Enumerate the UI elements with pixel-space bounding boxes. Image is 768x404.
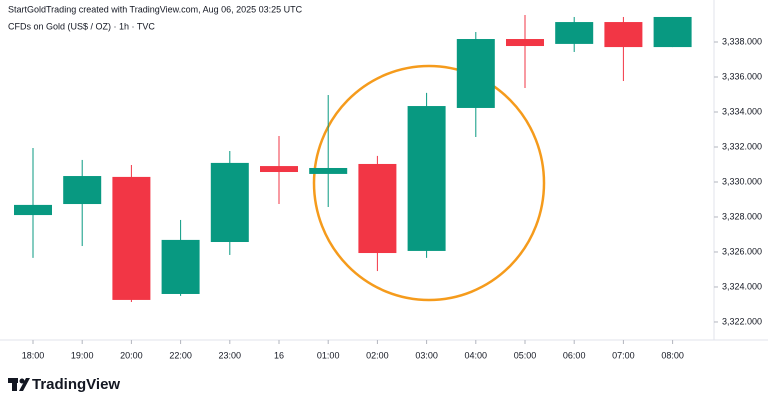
credit: StartGoldTrading created with TradingVie… (8, 4, 303, 14)
candle-body (358, 163, 397, 254)
candle-body (506, 39, 544, 47)
y-tick-label: 3,332.000 (722, 141, 762, 151)
x-tick-label: 08:00 (661, 350, 684, 360)
y-tick-label: 3,322.000 (722, 316, 762, 326)
x-tick-label: 06:00 (563, 350, 586, 360)
candle-body (63, 176, 102, 205)
candle-body (604, 22, 643, 48)
x-tick-label: 07:00 (612, 350, 635, 360)
candle-body (161, 239, 200, 294)
candle-body (210, 162, 249, 243)
candle-body (112, 176, 151, 300)
logo-mark (8, 378, 30, 391)
x-tick-label: 01:00 (317, 350, 340, 360)
y-tick-label: 3,336.000 (722, 71, 762, 81)
symbol: CFDs on Gold (US$ / OZ) · 1h · TVC (8, 21, 155, 31)
y-tick-label: 3,334.000 (722, 106, 762, 116)
y-tick-label: 3,328.000 (722, 211, 762, 221)
candle-body (260, 166, 298, 173)
x-tick-label: 04:00 (465, 350, 488, 360)
candle-body (309, 167, 348, 174)
x-tick-label: 16 (274, 350, 284, 360)
candle-body (555, 22, 594, 44)
candle-body (456, 39, 495, 108)
candle-body (14, 204, 52, 216)
y-tick-label: 3,338.000 (722, 36, 762, 46)
x-tick-label: 20:00 (120, 350, 143, 360)
x-tick-label: 05:00 (514, 350, 537, 360)
x-tick-label: 03:00 (415, 350, 438, 360)
x-tick-label: 23:00 (219, 350, 242, 360)
candle-body (653, 16, 692, 48)
highlight-circle (312, 64, 546, 302)
x-tick-label: 02:00 (366, 350, 389, 360)
candle-body (407, 106, 446, 251)
logo: TradingView (32, 376, 120, 393)
x-tick-label: 22:00 (169, 350, 192, 360)
x-tick-label: 18:00 (22, 350, 45, 360)
x-tick-label: 19:00 (71, 350, 94, 360)
y-tick-label: 3,324.000 (722, 281, 762, 291)
y-tick-label: 3,330.000 (722, 176, 762, 186)
y-tick-label: 3,326.000 (722, 246, 762, 256)
